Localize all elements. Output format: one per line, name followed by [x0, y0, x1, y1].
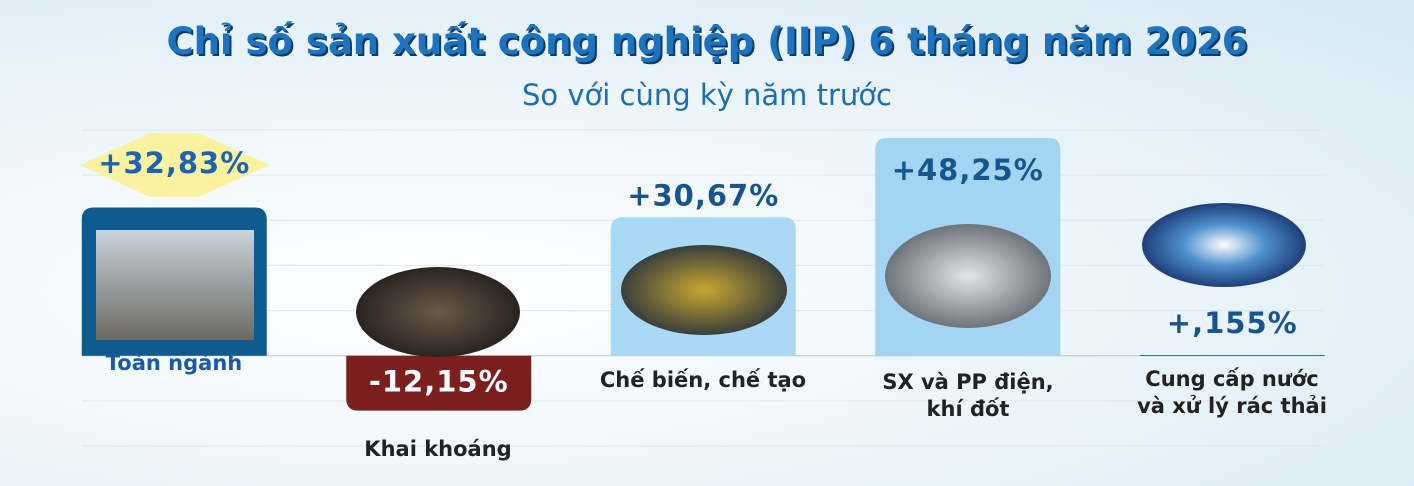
decorations	[80, 133, 1306, 357]
category-label: SX và PP điện, khí đốt	[882, 370, 1054, 421]
category-label: Toàn ngành	[105, 351, 243, 375]
industry-photo	[96, 230, 254, 340]
category-label: Cung cấp nước và xử lý rác thải	[1137, 367, 1327, 418]
water-photo	[1142, 203, 1306, 287]
factory-photo	[621, 245, 787, 335]
bar	[1139, 355, 1325, 356]
mining-photo	[356, 267, 520, 357]
category-label: Chế biến, chế tạo	[599, 368, 807, 392]
value-label: +30,67%	[627, 178, 779, 212]
value-label: +48,25%	[892, 153, 1044, 187]
value-label: +32,83%	[98, 146, 250, 180]
value-label: +,155%	[1167, 306, 1298, 340]
bar	[346, 355, 532, 411]
category-label: Khai khoáng	[364, 437, 512, 461]
highlight-badge	[80, 133, 270, 197]
subtitle: So với cùng kỳ năm trước	[521, 78, 893, 112]
value-label: -12,15%	[369, 365, 509, 399]
title: Chỉ số sản xuất công nghiệp (IIP) 6 thán…	[166, 20, 1248, 63]
power-photo	[885, 224, 1051, 328]
